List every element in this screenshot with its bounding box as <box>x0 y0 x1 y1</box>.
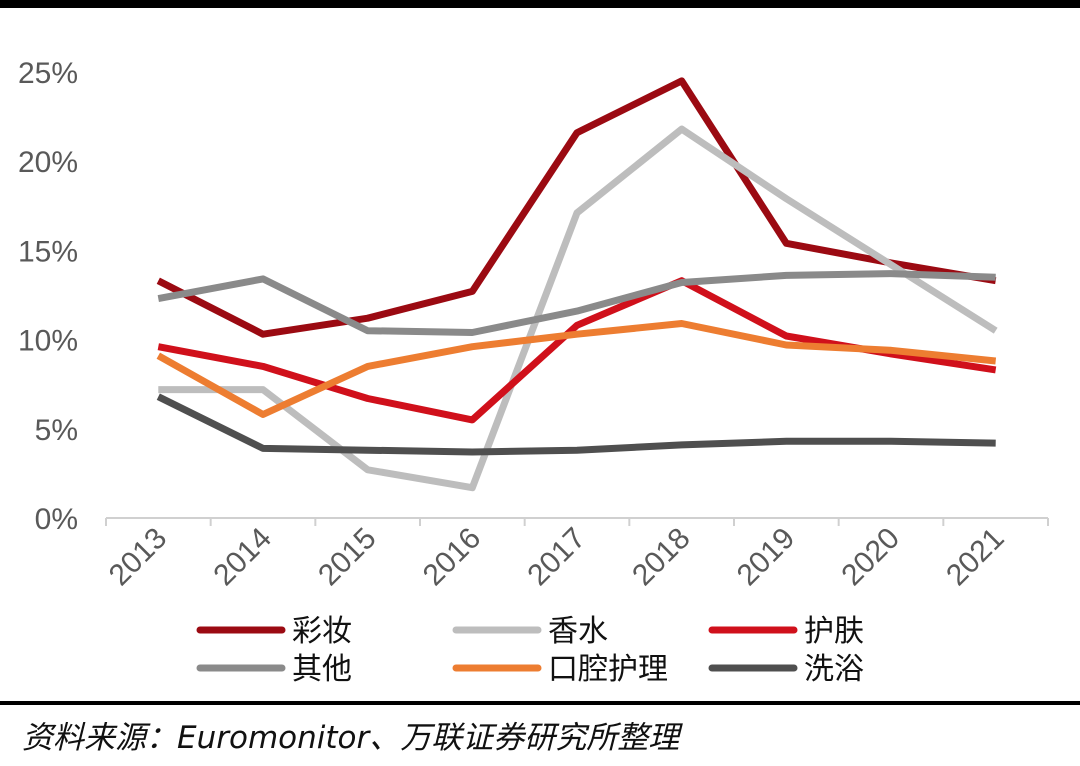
top-border <box>0 0 1080 8</box>
y-tick-label: 10% <box>18 325 78 358</box>
y-tick-label: 20% <box>18 146 78 179</box>
series-line <box>156 320 997 418</box>
x-tick-label: 2019 <box>731 522 802 593</box>
series-line <box>157 270 996 336</box>
legend-label: 洗浴 <box>804 652 864 687</box>
x-tick-label: 2020 <box>835 522 906 593</box>
bottom-border <box>0 701 1080 705</box>
y-axis: 0% 5% 10% 15% 20% 25% <box>18 57 78 536</box>
series-line <box>156 393 996 456</box>
y-tick-label: 15% <box>18 235 78 268</box>
series-lines <box>156 77 998 492</box>
source-note: 资料来源：Euromonitor、万联证券研究所整理 <box>22 720 680 756</box>
x-tick-label: 2018 <box>626 522 697 593</box>
x-tick-label: 2017 <box>521 522 592 593</box>
x-tick-label: 2015 <box>312 522 383 593</box>
legend-label: 香水 <box>548 614 608 649</box>
legend-label: 其他 <box>292 652 352 687</box>
legend-label: 口腔护理 <box>548 652 668 687</box>
x-tick-label: 2014 <box>207 522 278 593</box>
legend-label: 彩妆 <box>292 614 352 649</box>
legend-label: 护肤 <box>804 614 864 649</box>
series-line <box>156 77 997 338</box>
x-tick-label: 2021 <box>940 522 1011 593</box>
y-tick-label: 25% <box>18 57 78 90</box>
y-tick-label: 0% <box>35 503 78 536</box>
x-tick-label: 2016 <box>417 522 488 593</box>
y-tick-label: 5% <box>35 414 78 447</box>
x-tick-label: 2013 <box>103 522 174 593</box>
series-line <box>158 125 998 492</box>
x-axis: 2013 2014 2015 2016 2017 2018 2019 2020 2021 <box>103 517 1049 593</box>
